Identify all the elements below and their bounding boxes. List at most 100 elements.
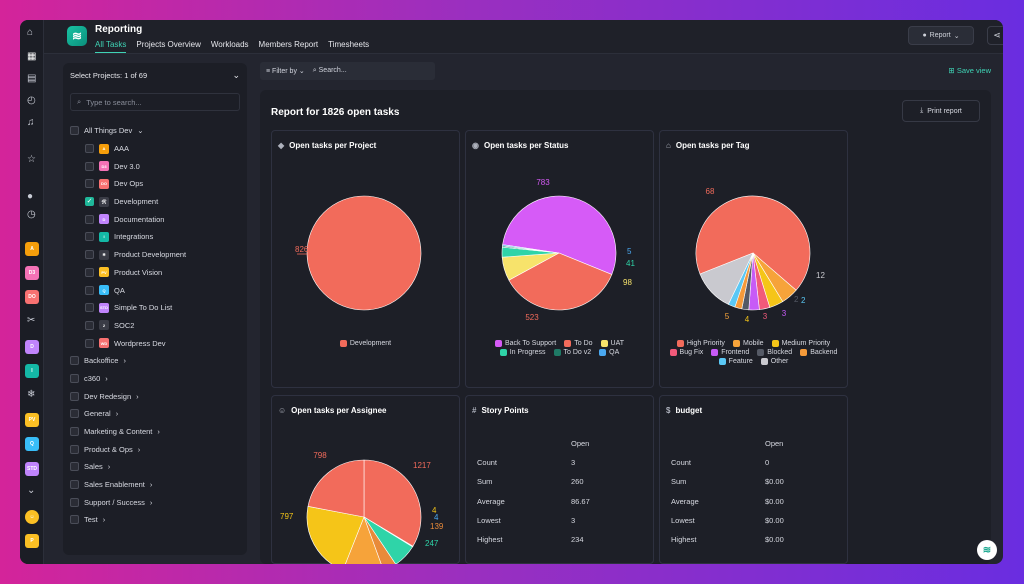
pie-slice[interactable] <box>699 252 754 305</box>
project-group[interactable]: c360 › <box>70 370 240 388</box>
legend-item[interactable]: Frontend <box>711 349 749 356</box>
legend-item[interactable]: Development <box>339 340 391 347</box>
project-item[interactable]: D3 Dev 3.0 <box>70 157 240 175</box>
checkbox-checked[interactable]: ✓ <box>85 197 94 207</box>
rail-project-a[interactable]: A <box>25 242 39 256</box>
checkbox[interactable] <box>85 267 94 277</box>
rail-avatar[interactable]: ☺ <box>25 510 39 524</box>
checkbox[interactable] <box>70 126 79 136</box>
rail-project-pv[interactable]: PV <box>25 413 39 427</box>
checkbox[interactable] <box>70 480 79 490</box>
rail-project-q[interactable]: Q <box>25 437 39 451</box>
home-icon[interactable]: ⌂ <box>27 27 34 38</box>
legend-item[interactable]: Bug Fix <box>669 349 703 356</box>
pie-slice[interactable] <box>307 459 365 518</box>
space-icon[interactable]: ● <box>27 191 34 202</box>
tab-all-tasks[interactable]: All Tasks <box>95 40 127 53</box>
project-item[interactable]: ❄ Product Development <box>70 246 240 264</box>
group-all-things-dev[interactable]: All Things Dev ⌄ <box>70 122 240 140</box>
search-input[interactable]: ⌕ Search... <box>312 67 347 74</box>
checkbox[interactable] <box>70 409 79 419</box>
rail-project-d[interactable]: D <box>25 340 39 354</box>
rail-project-d3[interactable]: D3 <box>25 266 39 280</box>
checkbox[interactable] <box>85 179 94 189</box>
star-icon[interactable]: ☆ <box>27 154 36 165</box>
pie-slice[interactable] <box>363 516 396 564</box>
legend-item[interactable]: In Progress <box>499 349 546 356</box>
help-button[interactable]: ≋ <box>977 540 997 560</box>
calendar-icon[interactable]: ▤ <box>27 73 37 84</box>
project-item[interactable]: PV Product Vision <box>70 264 240 282</box>
legend-item[interactable]: High Priority <box>676 340 725 347</box>
rail-project-p[interactable]: P <box>25 534 39 548</box>
project-group[interactable]: General › <box>70 405 240 423</box>
project-item[interactable]: 2 SOC2 <box>70 317 240 335</box>
pie-slice[interactable] <box>306 505 365 564</box>
project-group[interactable]: Backoffice › <box>70 352 240 370</box>
checkbox[interactable] <box>85 320 94 330</box>
project-group[interactable]: Sales › <box>70 458 240 476</box>
legend-item[interactable]: Feature <box>718 358 753 365</box>
chevron-down-icon[interactable]: ⌄ <box>27 485 36 496</box>
legend-item[interactable]: To Do v2 <box>553 349 591 356</box>
project-group[interactable]: Dev Redesign › <box>70 387 240 405</box>
checkbox[interactable] <box>85 285 94 295</box>
checkbox[interactable] <box>85 338 94 348</box>
rail-project-std[interactable]: STD <box>25 462 39 476</box>
save-view-button[interactable]: ⊞ Save view <box>948 66 991 75</box>
checkbox[interactable] <box>70 462 79 472</box>
pie-slice[interactable] <box>502 195 617 275</box>
project-item[interactable]: ✓ 🛠 Development <box>70 193 240 211</box>
legend-item[interactable]: Blocked <box>757 349 792 356</box>
rail-project-i[interactable]: I <box>25 364 39 378</box>
project-item[interactable]: WD Wordpress Dev <box>70 334 240 352</box>
project-item[interactable]: A AAA <box>70 140 240 158</box>
snowflake-icon[interactable]: ❄ <box>27 389 36 400</box>
project-group[interactable]: Marketing & Content › <box>70 423 240 441</box>
report-dropdown-button[interactable]: ● Report ⌄ <box>908 26 974 45</box>
checkbox[interactable] <box>85 214 94 224</box>
print-report-button[interactable]: ⤓ Print report <box>902 100 980 122</box>
checkbox[interactable] <box>70 391 79 401</box>
project-item[interactable]: I Integrations <box>70 228 240 246</box>
checkbox[interactable] <box>85 250 94 260</box>
chart-icon[interactable]: ▦ <box>27 51 37 62</box>
legend-item[interactable]: Medium Priority <box>771 340 830 347</box>
project-item[interactable]: DO Dev Ops <box>70 175 240 193</box>
checkbox[interactable] <box>70 444 79 454</box>
pie-slice[interactable] <box>695 195 811 291</box>
rail-project-do[interactable]: DO <box>25 290 39 304</box>
pie-slice[interactable] <box>343 516 384 564</box>
checkbox[interactable] <box>85 232 94 242</box>
legend-item[interactable]: UAT <box>600 340 624 347</box>
filter-button[interactable]: ≡ Filter by ⌄ <box>266 68 305 75</box>
project-item[interactable]: STD Simple To Do List <box>70 299 240 317</box>
legend-item[interactable]: Backend <box>800 349 837 356</box>
legend-item[interactable]: Mobile <box>732 340 764 347</box>
project-group[interactable]: Support / Success › <box>70 493 240 511</box>
checkbox[interactable] <box>70 356 79 366</box>
checkbox[interactable] <box>85 144 94 154</box>
checkbox[interactable] <box>85 303 94 313</box>
pie-slice[interactable] <box>502 244 560 254</box>
checkbox[interactable] <box>85 161 94 171</box>
bell-icon[interactable]: ♫ <box>27 117 35 128</box>
legend-item[interactable]: Back To Support <box>494 340 556 347</box>
project-group[interactable]: Product & Ops › <box>70 440 240 458</box>
tab-timesheets[interactable]: Timesheets <box>328 40 370 49</box>
checkbox[interactable] <box>70 427 79 437</box>
pie-slice[interactable] <box>363 459 422 547</box>
project-group[interactable]: Sales Enablement › <box>70 476 240 494</box>
project-item[interactable]: Q QA <box>70 281 240 299</box>
dashboard-icon[interactable]: ◴ <box>27 95 36 106</box>
checkbox[interactable] <box>70 373 79 383</box>
pie-slice[interactable] <box>508 252 613 311</box>
pie-slice[interactable] <box>363 516 413 564</box>
project-search-input[interactable]: ⌕ Type to search... <box>70 93 240 111</box>
legend-item[interactable]: QA <box>599 349 619 356</box>
tab-members-report[interactable]: Members Report <box>258 40 319 49</box>
legend-item[interactable]: Other <box>760 358 788 365</box>
legend-item[interactable]: To Do <box>564 340 593 347</box>
share-button[interactable]: ⋖ <box>987 26 1003 45</box>
tab-workloads[interactable]: Workloads <box>210 40 249 49</box>
